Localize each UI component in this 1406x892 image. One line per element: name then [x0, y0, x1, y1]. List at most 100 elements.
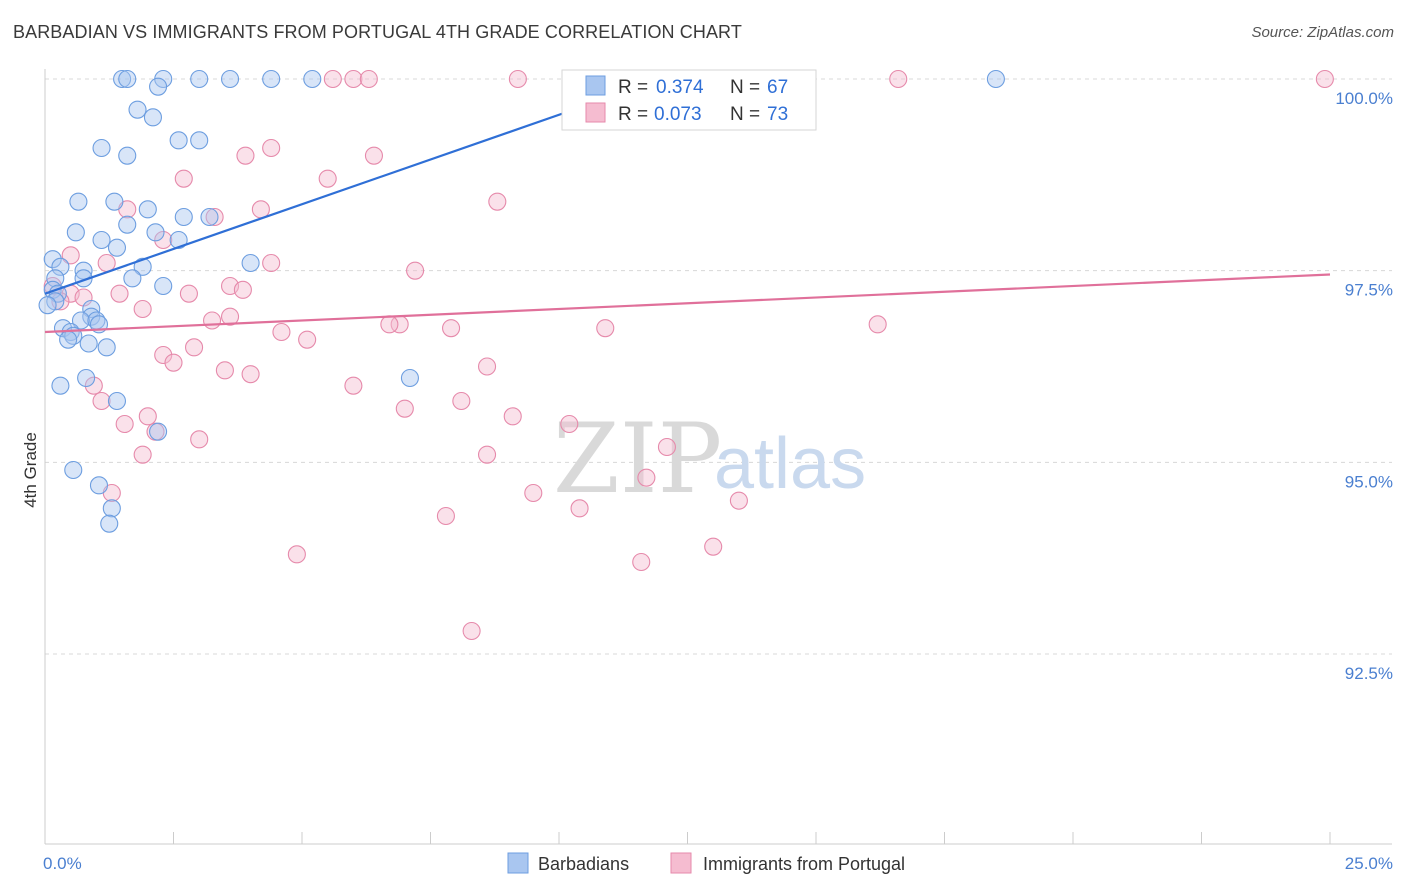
data-point-blue: [118, 215, 137, 234]
data-point-pink: [436, 506, 455, 526]
data-point-blue: [400, 368, 419, 388]
legend-r-value-blue: 0.374: [656, 77, 704, 98]
data-point-pink: [380, 315, 399, 334]
data-point-blue: [92, 138, 111, 158]
data-point-pink: [138, 407, 157, 426]
data-point-pink: [596, 319, 615, 338]
data-point-blue: [190, 131, 209, 150]
data-point-pink: [477, 445, 497, 464]
data-point-pink: [632, 552, 651, 572]
data-point-pink: [364, 146, 384, 165]
data-point-pink: [179, 284, 198, 303]
data-point-blue: [51, 257, 70, 276]
data-point-blue: [138, 200, 157, 219]
data-point-pink: [92, 391, 111, 411]
data-point-blue: [143, 108, 162, 127]
legend-n-label-blue: N =: [730, 77, 760, 98]
data-point-pink: [452, 391, 471, 411]
data-point-blue: [133, 257, 152, 276]
stats-legend: R = 0.374 N = 67 R = 0.073 N = 73: [561, 69, 817, 131]
data-point-blue: [92, 230, 111, 250]
data-point-pink: [560, 414, 579, 434]
bottom-legend-swatch-pink: [670, 852, 692, 874]
bottom-legend-label-pink: Immigrants from Portugal: [703, 854, 905, 874]
data-point-blue: [220, 69, 240, 89]
data-point-blue: [190, 69, 209, 89]
data-point-pink: [704, 537, 723, 556]
data-point-blue: [154, 276, 173, 296]
data-point-blue: [102, 499, 121, 518]
data-point-blue: [113, 69, 132, 89]
legend-r-label-blue: R =: [618, 77, 648, 98]
data-point-pink: [203, 311, 222, 330]
y-tick-label: 95.0%: [1345, 472, 1393, 491]
data-point-blue: [46, 269, 65, 288]
data-point-pink: [110, 284, 129, 303]
data-point-blue: [38, 296, 57, 315]
data-point-blue: [97, 338, 116, 357]
data-point-blue: [79, 334, 98, 353]
data-point-pink: [233, 280, 252, 299]
data-point-blue: [64, 460, 83, 480]
data-point-pink: [524, 483, 543, 503]
watermark-atlas: atlas: [714, 424, 866, 504]
data-point-pink: [1315, 69, 1334, 89]
legend-r-value-pink: 0.073: [654, 104, 702, 125]
legend-n-label-pink: N =: [730, 104, 760, 125]
data-point-blue: [100, 514, 119, 533]
data-point-pink: [344, 376, 363, 395]
data-point-blue: [105, 192, 124, 211]
chart-title: BARBADIAN VS IMMIGRANTS FROM PORTUGAL 4T…: [13, 22, 742, 42]
data-point-pink: [477, 357, 497, 376]
data-point-pink: [406, 261, 425, 280]
watermark-zip: ZIP: [553, 403, 722, 515]
data-point-blue: [82, 299, 101, 319]
data-point-pink: [889, 69, 908, 89]
data-point-pink: [262, 138, 281, 158]
data-point-blue: [107, 238, 127, 257]
series-pink-points: [43, 69, 1334, 641]
data-point-pink: [236, 146, 255, 165]
data-point-pink: [323, 69, 342, 89]
y-tick-labels: 92.5% 95.0% 97.5% 100.0%: [1335, 89, 1393, 683]
data-point-pink: [344, 69, 363, 89]
data-point-pink: [359, 69, 378, 89]
legend-n-value-pink: 73: [767, 104, 788, 125]
data-point-blue: [128, 100, 147, 119]
data-point-pink: [185, 338, 204, 357]
data-point-pink: [133, 299, 152, 319]
data-point-blue: [123, 269, 142, 288]
y-tick-label: 100.0%: [1335, 89, 1393, 108]
data-point-pink: [115, 414, 134, 434]
data-point-pink: [508, 69, 527, 89]
legend-r-label-pink: R =: [618, 104, 648, 125]
data-point-pink: [174, 169, 193, 188]
data-point-blue: [66, 223, 85, 242]
data-point-blue: [107, 391, 127, 411]
data-point-pink: [729, 491, 748, 510]
data-point-pink: [154, 345, 173, 365]
data-point-pink: [164, 353, 183, 372]
y-tick-label: 97.5%: [1345, 281, 1393, 300]
data-point-pink: [570, 499, 589, 518]
bottom-legend-swatch-blue: [507, 852, 529, 874]
data-point-pink: [133, 445, 152, 464]
trend-line-pink: [44, 273, 1331, 334]
data-point-blue: [118, 146, 137, 165]
data-point-blue: [89, 476, 109, 495]
data-point-blue: [200, 207, 219, 227]
x-tick-labels: 0.0% 25.0%: [43, 854, 1393, 873]
data-point-pink: [637, 468, 656, 487]
data-point-pink: [868, 315, 887, 334]
x-tick-label: 25.0%: [1345, 854, 1393, 873]
data-point-pink: [97, 253, 116, 273]
data-point-pink: [220, 307, 240, 326]
y-tick-label: 92.5%: [1345, 664, 1393, 683]
data-point-blue: [174, 207, 193, 227]
data-point-blue: [986, 69, 1005, 89]
data-point-pink: [298, 330, 317, 349]
data-point-blue: [169, 230, 188, 250]
data-point-pink: [462, 621, 481, 641]
series-blue-points: [38, 69, 1005, 533]
